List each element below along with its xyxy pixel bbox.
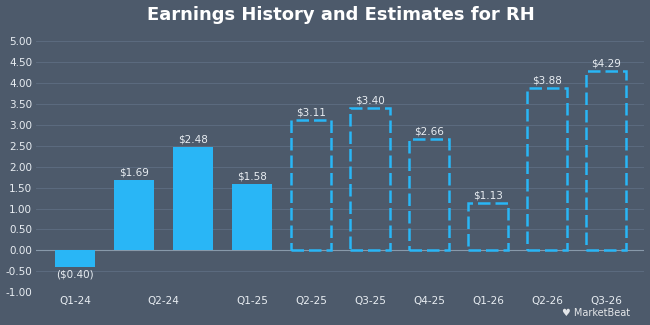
Text: $3.11: $3.11 — [296, 108, 326, 118]
Text: $3.40: $3.40 — [355, 96, 385, 106]
Bar — [527, 88, 567, 251]
Text: $1.58: $1.58 — [237, 172, 267, 182]
Bar — [468, 203, 508, 251]
Bar — [586, 71, 626, 251]
Title: Earnings History and Estimates for RH: Earnings History and Estimates for RH — [147, 6, 534, 23]
Bar — [291, 120, 331, 251]
Text: $2.48: $2.48 — [178, 134, 208, 144]
Text: $4.29: $4.29 — [591, 58, 621, 68]
Text: ($0.40): ($0.40) — [56, 270, 94, 280]
Bar — [409, 139, 449, 251]
Text: $2.66: $2.66 — [414, 126, 444, 136]
Text: $3.88: $3.88 — [532, 75, 562, 85]
Text: $1.13: $1.13 — [473, 190, 503, 201]
Bar — [114, 180, 154, 251]
Text: $1.69: $1.69 — [119, 167, 149, 177]
Bar — [55, 251, 95, 267]
Bar — [232, 184, 272, 251]
Text: ♥ MarketBeat: ♥ MarketBeat — [562, 308, 630, 318]
Bar — [350, 108, 390, 251]
Bar — [173, 147, 213, 251]
